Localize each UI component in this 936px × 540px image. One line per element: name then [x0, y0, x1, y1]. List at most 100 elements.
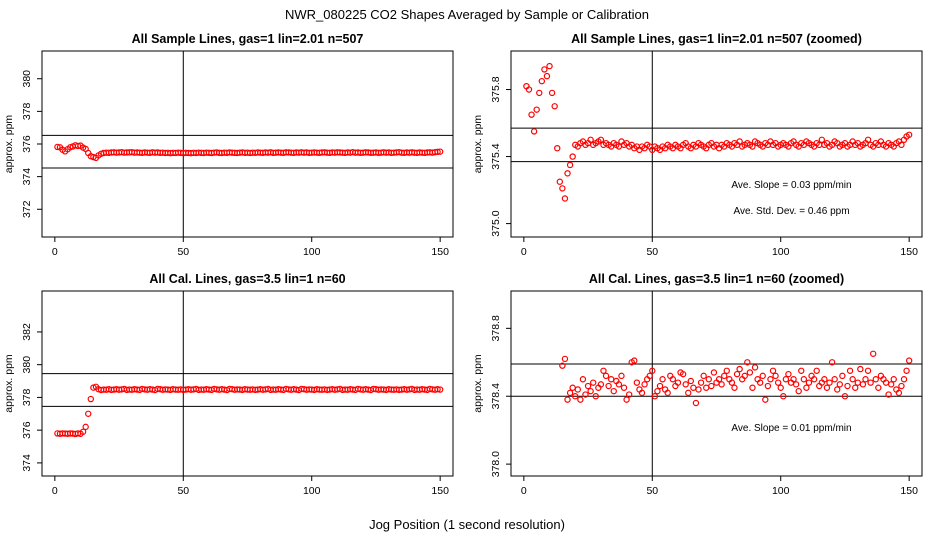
data-point [767, 376, 774, 383]
data-point [785, 370, 792, 378]
data-point [746, 369, 754, 376]
data-point [541, 66, 548, 73]
data-point [841, 393, 849, 400]
y-tick-label: 382 [21, 323, 33, 341]
data-point [772, 372, 779, 380]
chart-panel-2: All Sample Lines, gas=1 lin=2.01 n=507 (… [472, 32, 923, 258]
data-point [795, 387, 802, 395]
data-point [695, 386, 702, 393]
x-tick-label: 0 [521, 485, 527, 497]
data-point [646, 372, 653, 380]
data-point [859, 381, 867, 388]
data-point [764, 382, 772, 390]
data-point [818, 136, 826, 144]
data-point [631, 357, 638, 364]
data-point [85, 410, 92, 417]
data-point [87, 395, 95, 403]
y-tick-label: 378 [21, 102, 33, 120]
data-point [803, 384, 810, 391]
x-tick-label: 50 [177, 485, 189, 497]
data-point [792, 381, 800, 388]
data-point [607, 376, 615, 383]
data-point [615, 381, 623, 388]
data-point [864, 136, 872, 144]
data-point [569, 153, 576, 160]
y-tick-label: 374 [21, 454, 33, 472]
data-point [551, 103, 558, 110]
data-point [777, 384, 784, 391]
data-point [587, 387, 594, 395]
data-point [715, 376, 723, 383]
y-tick-label: 375.4 [490, 143, 502, 169]
data-point [751, 364, 759, 371]
data-point [543, 72, 551, 80]
data-point [436, 148, 444, 155]
data-point [54, 143, 61, 151]
data-point [834, 386, 841, 393]
data-point [749, 143, 756, 150]
chart-panel-4: All Cal. Lines, gas=3.5 lin=1 n=60 (zoom… [472, 272, 923, 497]
data-point [759, 372, 766, 380]
x-tick-label: 100 [303, 246, 321, 258]
data-point [582, 391, 589, 398]
data-point [566, 161, 574, 169]
data-point [436, 386, 444, 393]
x-tick-label: 150 [900, 246, 918, 258]
data-point [900, 376, 908, 383]
y-tick-label: 378 [21, 389, 33, 407]
data-point [656, 382, 664, 390]
data-point [828, 359, 836, 366]
data-point [618, 372, 625, 380]
x-tick-label: 50 [177, 246, 189, 258]
data-point [82, 423, 89, 431]
data-point [718, 381, 725, 388]
data-point [890, 376, 897, 383]
data-point [590, 379, 597, 386]
data-point [857, 365, 864, 373]
data-point [633, 379, 641, 386]
data-point [898, 141, 905, 149]
data-point [574, 386, 581, 393]
data-point [731, 384, 738, 391]
data-point [885, 391, 892, 398]
y-tick-label: 378.0 [490, 451, 502, 477]
data-point [538, 77, 546, 85]
data-point [697, 379, 705, 386]
panel-title: All Sample Lines, gas=1 lin=2.01 n=507 (… [571, 32, 862, 46]
data-point [903, 367, 910, 374]
data-point [669, 376, 677, 383]
data-point [602, 372, 610, 380]
y-tick-label: 374 [21, 168, 33, 186]
data-point [762, 396, 769, 403]
data-point [533, 106, 540, 113]
data-point [854, 379, 861, 386]
data-point [836, 381, 844, 388]
data-point [579, 376, 587, 383]
data-point [620, 384, 628, 391]
data-point [641, 381, 648, 388]
data-point [79, 428, 87, 435]
data-point [728, 379, 736, 386]
annotation-text: Ave. Slope = 0.01 ppm/min [731, 423, 851, 434]
y-axis-label: approx. ppm [3, 354, 15, 413]
data-point [528, 111, 535, 118]
data-point [610, 387, 617, 395]
data-point [703, 384, 710, 391]
data-point [741, 372, 748, 380]
data-point [736, 138, 743, 145]
data-point [800, 376, 808, 383]
data-point [584, 382, 592, 390]
data-point [638, 389, 646, 397]
data-point [682, 381, 689, 388]
x-tick-label: 50 [646, 485, 658, 497]
data-point [554, 144, 561, 152]
figure-title: NWR_080225 CO2 Shapes Averaged by Sample… [285, 7, 649, 22]
data-point [564, 396, 571, 403]
data-point [826, 379, 833, 386]
data-point [849, 376, 856, 383]
data-point [592, 393, 599, 400]
data-point [569, 384, 576, 391]
data-point [561, 195, 569, 202]
x-tick-label: 150 [431, 246, 449, 258]
